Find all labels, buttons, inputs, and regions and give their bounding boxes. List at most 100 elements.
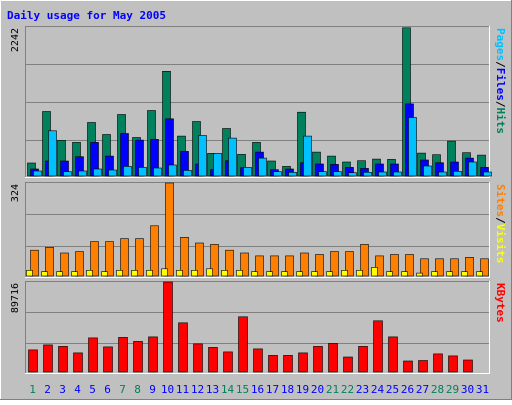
- bar-visits-day-30: [461, 271, 468, 277]
- bar-pages-day-4: [78, 170, 87, 177]
- bar-kbytes-day-20: [313, 346, 323, 373]
- scale-label-middle: 324: [10, 184, 21, 202]
- bar-visits-day-12: [191, 269, 198, 277]
- bar-sites-day-24: [375, 255, 384, 277]
- bar-kbytes-day-23: [358, 346, 368, 373]
- day-label: 9: [149, 383, 156, 396]
- bar-visits-day-18: [281, 271, 288, 277]
- bar-visits-day-16: [251, 271, 258, 277]
- bar-visits-day-20: [311, 271, 318, 277]
- bar-kbytes-day-18: [283, 355, 293, 373]
- bar-kbytes-day-22: [343, 356, 353, 373]
- bar-visits-day-13: [206, 268, 213, 277]
- bar-visits-day-6: [101, 271, 108, 277]
- bar-sites-day-14: [225, 249, 234, 277]
- bar-visits-day-14: [221, 269, 228, 277]
- bar-kbytes-day-24: [373, 320, 383, 373]
- day-label: 2: [44, 383, 51, 396]
- bar-kbytes-day-28: [433, 353, 443, 373]
- day-label: 30: [461, 383, 474, 396]
- bar-sites-day-6: [105, 241, 114, 277]
- day-label: 10: [161, 383, 174, 396]
- legend-item: Hits: [494, 108, 507, 135]
- bar-visits-day-25: [386, 271, 393, 277]
- bar-pages-day-6: [108, 169, 117, 177]
- day-label: 31: [476, 383, 489, 396]
- bar-pages-day-24: [378, 171, 387, 177]
- bar-kbytes-day-2: [43, 344, 53, 373]
- bar-kbytes-day-13: [208, 347, 218, 373]
- bar-pages-day-29: [453, 171, 462, 177]
- bar-visits-day-2: [41, 271, 48, 277]
- bar-pages-day-31: [483, 171, 492, 177]
- bar-kbytes-day-15: [238, 316, 248, 373]
- bar-visits-day-9: [146, 269, 153, 277]
- bar-kbytes-day-8: [133, 341, 143, 373]
- bar-pages-day-10: [168, 164, 177, 177]
- bar-kbytes-day-10: [163, 281, 173, 373]
- bar-visits-day-19: [296, 271, 303, 277]
- bar-sites-day-7: [120, 238, 129, 277]
- day-label: 29: [446, 383, 459, 396]
- bar-kbytes-day-26: [403, 360, 413, 373]
- day-label: 14: [221, 383, 235, 396]
- bar-pages-day-2: [48, 130, 57, 177]
- legend-item: Sites: [494, 184, 507, 217]
- bar-visits-day-21: [326, 271, 333, 277]
- day-label: 28: [431, 383, 444, 396]
- bar-sites-day-22: [345, 251, 354, 277]
- day-axis: 1 2 3 4 5 6 7 8 9 10 11 12 13 14 15 16 17 18 19 20 21 22 23 24 2…: [29, 383, 489, 396]
- day-label: 11: [176, 383, 189, 396]
- legend-top: Pages/Files/Hits: [494, 28, 507, 134]
- day-label: 17: [266, 383, 279, 396]
- bar-pages-day-21: [333, 171, 342, 177]
- day-label: 16: [251, 383, 264, 396]
- bar-visits-day-22: [341, 269, 348, 277]
- bar-kbytes-day-25: [388, 336, 398, 373]
- bar-sites-day-4: [75, 251, 84, 277]
- day-label: 15: [236, 383, 249, 396]
- day-label: 6: [104, 383, 111, 396]
- day-label: 13: [206, 383, 219, 396]
- bar-pages-day-13: [213, 153, 222, 177]
- bar-kbytes-day-12: [193, 343, 203, 373]
- bar-sites-day-21: [330, 251, 339, 277]
- bar-sites-day-11: [180, 237, 189, 277]
- bar-pages-day-25: [393, 171, 402, 177]
- day-label: 4: [74, 383, 81, 396]
- bar-kbytes-day-30: [463, 359, 473, 373]
- bar-sites-day-30: [465, 256, 474, 277]
- bar-kbytes-day-5: [88, 337, 98, 373]
- day-label: 24: [371, 383, 385, 396]
- chart-title: Daily usage for May 2005: [7, 9, 166, 22]
- day-label: 7: [119, 383, 126, 396]
- bar-kbytes-day-16: [253, 348, 263, 373]
- panel-bottom: 89716 KBytes: [10, 281, 507, 374]
- bar-kbytes-day-11: [178, 322, 188, 373]
- day-label: 20: [311, 383, 324, 396]
- bar-pages-day-16: [258, 157, 267, 177]
- bar-kbytes-day-29: [448, 355, 458, 373]
- bar-pages-day-9: [153, 167, 162, 177]
- bar-pages-day-19: [303, 135, 312, 177]
- bar-pages-day-11: [183, 170, 192, 177]
- legend-item: KBytes: [494, 283, 507, 323]
- legend-middle: Sites/Visits: [494, 184, 507, 264]
- scale-label-bottom: 89716: [10, 283, 21, 313]
- bar-sites-day-25: [390, 254, 399, 277]
- bar-sites-day-12: [195, 242, 204, 277]
- bar-visits-day-28: [431, 271, 438, 277]
- day-label: 18: [281, 383, 294, 396]
- bar-pages-day-30: [468, 161, 477, 177]
- bar-sites-day-16: [255, 255, 264, 277]
- bar-sites-day-26: [405, 254, 414, 277]
- bar-visits-day-4: [71, 271, 78, 277]
- day-label: 26: [401, 383, 414, 396]
- day-label: 19: [296, 383, 309, 396]
- bar-pages-day-15: [243, 167, 252, 177]
- bar-pages-day-3: [63, 171, 72, 177]
- legend-item: Pages: [494, 28, 507, 61]
- bar-pages-day-17: [273, 171, 282, 177]
- bar-visits-day-15: [236, 269, 243, 277]
